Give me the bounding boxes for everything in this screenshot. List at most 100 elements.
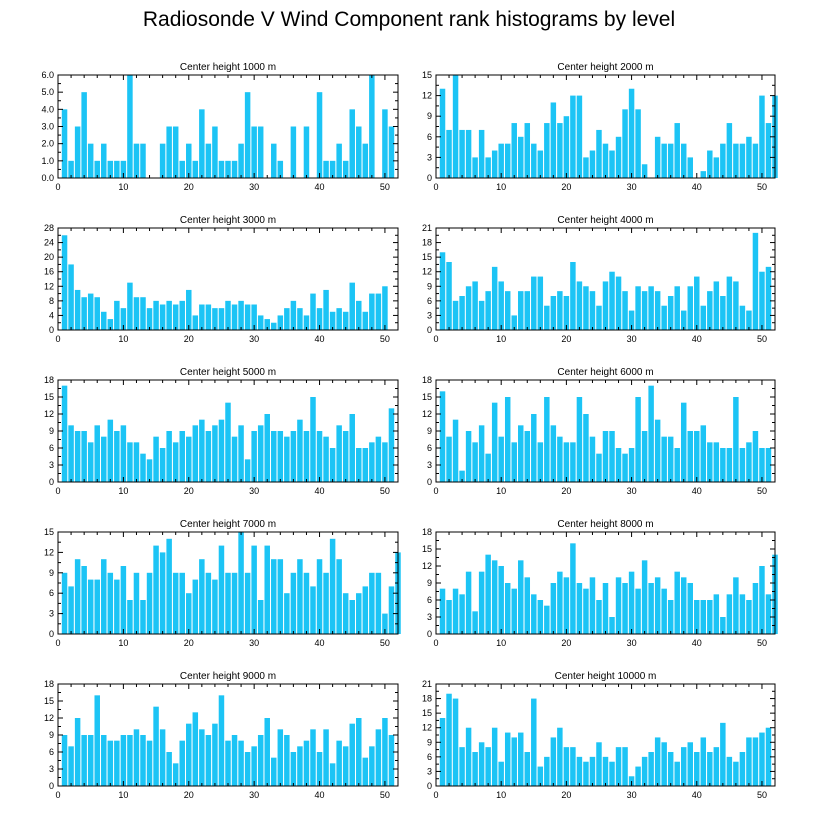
panel-5-bar-41 (323, 436, 329, 482)
panel-8-bar-34 (654, 577, 661, 634)
panel-8-bar-14 (524, 577, 531, 634)
panel-3-bar-25 (218, 308, 225, 330)
panel-10-bar-12 (511, 737, 517, 786)
panel-7-xtick-label-0: 0 (55, 638, 60, 648)
panel-3-bar-26 (225, 300, 231, 330)
panel-9-bar-42 (329, 763, 336, 786)
panel-3-bar-33 (271, 322, 277, 330)
panel-2-bar-11 (504, 143, 511, 178)
panel-10-ytick-label-4: 12 (422, 723, 432, 733)
panel-2-bar-32 (641, 164, 648, 178)
panel-7-bar-19 (179, 572, 185, 634)
panel-4-bar-44 (720, 296, 726, 330)
panel-8-bar-33 (648, 583, 654, 634)
panel-6-xtick-label-5: 50 (757, 486, 767, 496)
panel-4-xtick-label-3: 30 (627, 334, 637, 344)
panel-10-bar-19 (557, 727, 563, 786)
panel-6-bar-26 (602, 431, 609, 482)
panel-6-bar-14 (524, 431, 531, 482)
panel-2-ytick-label-3: 9 (427, 111, 432, 121)
panel-10-bar-26 (602, 756, 609, 786)
panel-1-bar-27 (231, 160, 238, 178)
panel-5-ytick-label-0: 0 (49, 477, 54, 487)
panel-10-bar-21 (570, 747, 576, 786)
panel-3-bar-18 (172, 304, 179, 330)
panel-7-bar-33 (271, 559, 277, 634)
panel-6-bar-45 (726, 448, 733, 482)
panel-3-xtick-label-3: 30 (249, 334, 259, 344)
panel-4-bar-46 (733, 281, 739, 330)
panel-5-bar-25 (218, 419, 225, 482)
panel-8-ytick-label-2: 6 (427, 595, 432, 605)
panel-3-bar-1 (61, 235, 68, 330)
panel-1-ytick-label-5: 5.0 (41, 87, 54, 97)
panel-8-bar-43 (713, 594, 720, 634)
panel-7-xtick-label-5: 50 (380, 638, 390, 648)
panel-10-bar-27 (609, 761, 615, 786)
panel-3-ytick-label-7: 28 (44, 223, 54, 233)
panel-1-xtick-label-1: 10 (118, 182, 128, 192)
panel-5-bar-46 (356, 448, 362, 482)
panel-8-bar-3 (452, 588, 459, 634)
panel-4-bar-35 (661, 305, 667, 330)
panel-1-bar-38 (303, 126, 310, 178)
panel-3-bar-48 (369, 293, 375, 330)
panel-1-bar-3 (74, 126, 81, 178)
panel-2-bar-16 (537, 150, 544, 178)
panel-7-bar-50 (382, 613, 388, 634)
panel-8-bar-27 (609, 617, 615, 634)
panel-1-xtick-label-2: 20 (184, 182, 194, 192)
panel-2-ytick-label-0: 0 (427, 173, 432, 183)
panel-1-ytick-label-3: 3.0 (41, 122, 54, 132)
panel-9-xtick-label-3: 30 (249, 790, 259, 800)
panel-2-bar-31 (635, 109, 641, 178)
panel-1-bar-34 (277, 160, 284, 178)
panel-2-bar-24 (589, 150, 596, 178)
panel-4-ytick-label-5: 15 (422, 252, 432, 262)
panel-10-xtick-label-1: 10 (496, 790, 506, 800)
panel-1-bar-9 (114, 160, 120, 178)
panel-2-bar-41 (700, 171, 707, 178)
panel-10-ytick-label-2: 6 (427, 752, 432, 762)
panel-7-bar-32 (264, 545, 270, 634)
panel-8-bar-31 (635, 588, 641, 634)
panel-9-bar-41 (323, 729, 329, 786)
panel-3-bar-50 (382, 286, 388, 330)
panel-6-bar-29 (622, 453, 628, 482)
panel-4-bar-48 (746, 310, 752, 330)
panel-3-ytick-label-0: 0 (49, 325, 54, 335)
panel-5-bar-43 (336, 425, 342, 482)
panel-8-bar-51 (765, 594, 772, 634)
panel-5-ytick-label-3: 9 (49, 426, 54, 436)
panel-5-bar-17 (166, 431, 172, 482)
panel-7-bar-29 (244, 572, 251, 634)
panel-3-bar-45 (349, 282, 355, 330)
panel-6-bar-13 (518, 425, 524, 482)
panel-9-bar-51 (388, 735, 395, 786)
panel-1-bar-17 (166, 126, 172, 178)
panel-4-bar-12 (511, 315, 517, 330)
panel-2-bar-28 (615, 136, 622, 178)
panel-1-ytick-label-4: 4.0 (41, 104, 54, 114)
panel-10-bar-22 (576, 756, 583, 786)
panel-9-bar-47 (362, 757, 369, 786)
panel-8-bar-30 (628, 571, 635, 634)
panel-2-bar-5 (465, 129, 472, 178)
panel-3-ytick-label-3: 12 (44, 281, 54, 291)
panel-4-bar-39 (687, 286, 693, 330)
panel-9-bar-30 (251, 746, 257, 786)
panel-6-bar-2 (446, 436, 452, 482)
panel-6-bar-27 (609, 431, 615, 482)
panel-8-ytick-label-1: 3 (427, 612, 432, 622)
panel-4-bar-1 (439, 252, 446, 330)
panel-10-xtick-label-0: 0 (433, 790, 438, 800)
panel-6-xtick-label-4: 40 (692, 486, 702, 496)
panel-3-bar-6 (94, 297, 100, 330)
panel-5-bar-34 (277, 431, 284, 482)
panel-5-bar-39 (310, 397, 316, 482)
panel-5-bar-26 (225, 402, 231, 482)
panel-4-bar-37 (674, 286, 680, 330)
panel-1-bar-41 (323, 160, 329, 178)
panel-7-bar-17 (166, 538, 172, 634)
panel-4-bar-27 (609, 271, 615, 330)
